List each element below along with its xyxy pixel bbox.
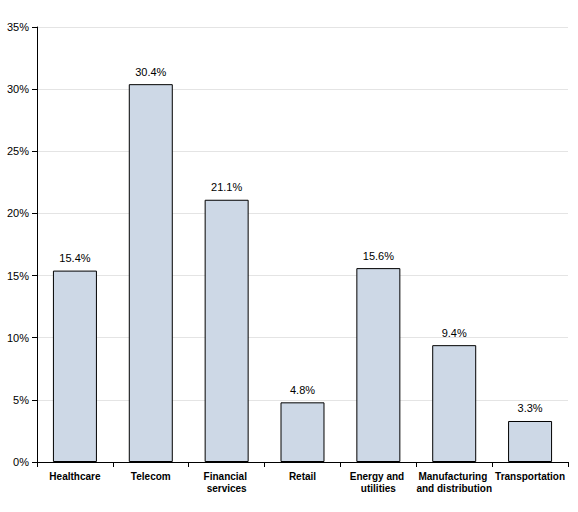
svg-text:Manufacturing: Manufacturing <box>418 471 490 482</box>
svg-text:0%: 0% <box>13 456 29 468</box>
svg-text:Financial: Financial <box>204 471 250 482</box>
svg-text:Telecom: Telecom <box>131 471 171 482</box>
svg-text:3.3%: 3.3% <box>518 402 543 414</box>
svg-text:utilities: utilities <box>361 483 396 494</box>
svg-text:Energy and: Energy and <box>350 471 407 482</box>
svg-text:Transportation: Transportation <box>495 471 565 482</box>
svg-text:10%: 10% <box>7 332 29 344</box>
svg-text:30.4%: 30.4% <box>135 66 166 78</box>
svg-text:5%: 5% <box>13 394 29 406</box>
svg-text:4.8%: 4.8% <box>290 384 315 396</box>
svg-text:15%: 15% <box>7 270 29 282</box>
svg-text:25%: 25% <box>7 145 29 157</box>
svg-text:15.4%: 15.4% <box>59 252 90 264</box>
svg-text:and distribution: and distribution <box>416 483 492 494</box>
svg-text:services: services <box>207 483 247 494</box>
svg-text:30%: 30% <box>7 83 29 95</box>
svg-text:35%: 35% <box>7 21 29 33</box>
svg-text:9.4%: 9.4% <box>442 327 467 339</box>
svg-text:21.1%: 21.1% <box>211 181 242 193</box>
svg-text:Healthcare: Healthcare <box>49 471 101 482</box>
svg-text:20%: 20% <box>7 207 29 219</box>
svg-text:Retail: Retail <box>289 471 316 482</box>
svg-text:15.6%: 15.6% <box>363 250 394 262</box>
